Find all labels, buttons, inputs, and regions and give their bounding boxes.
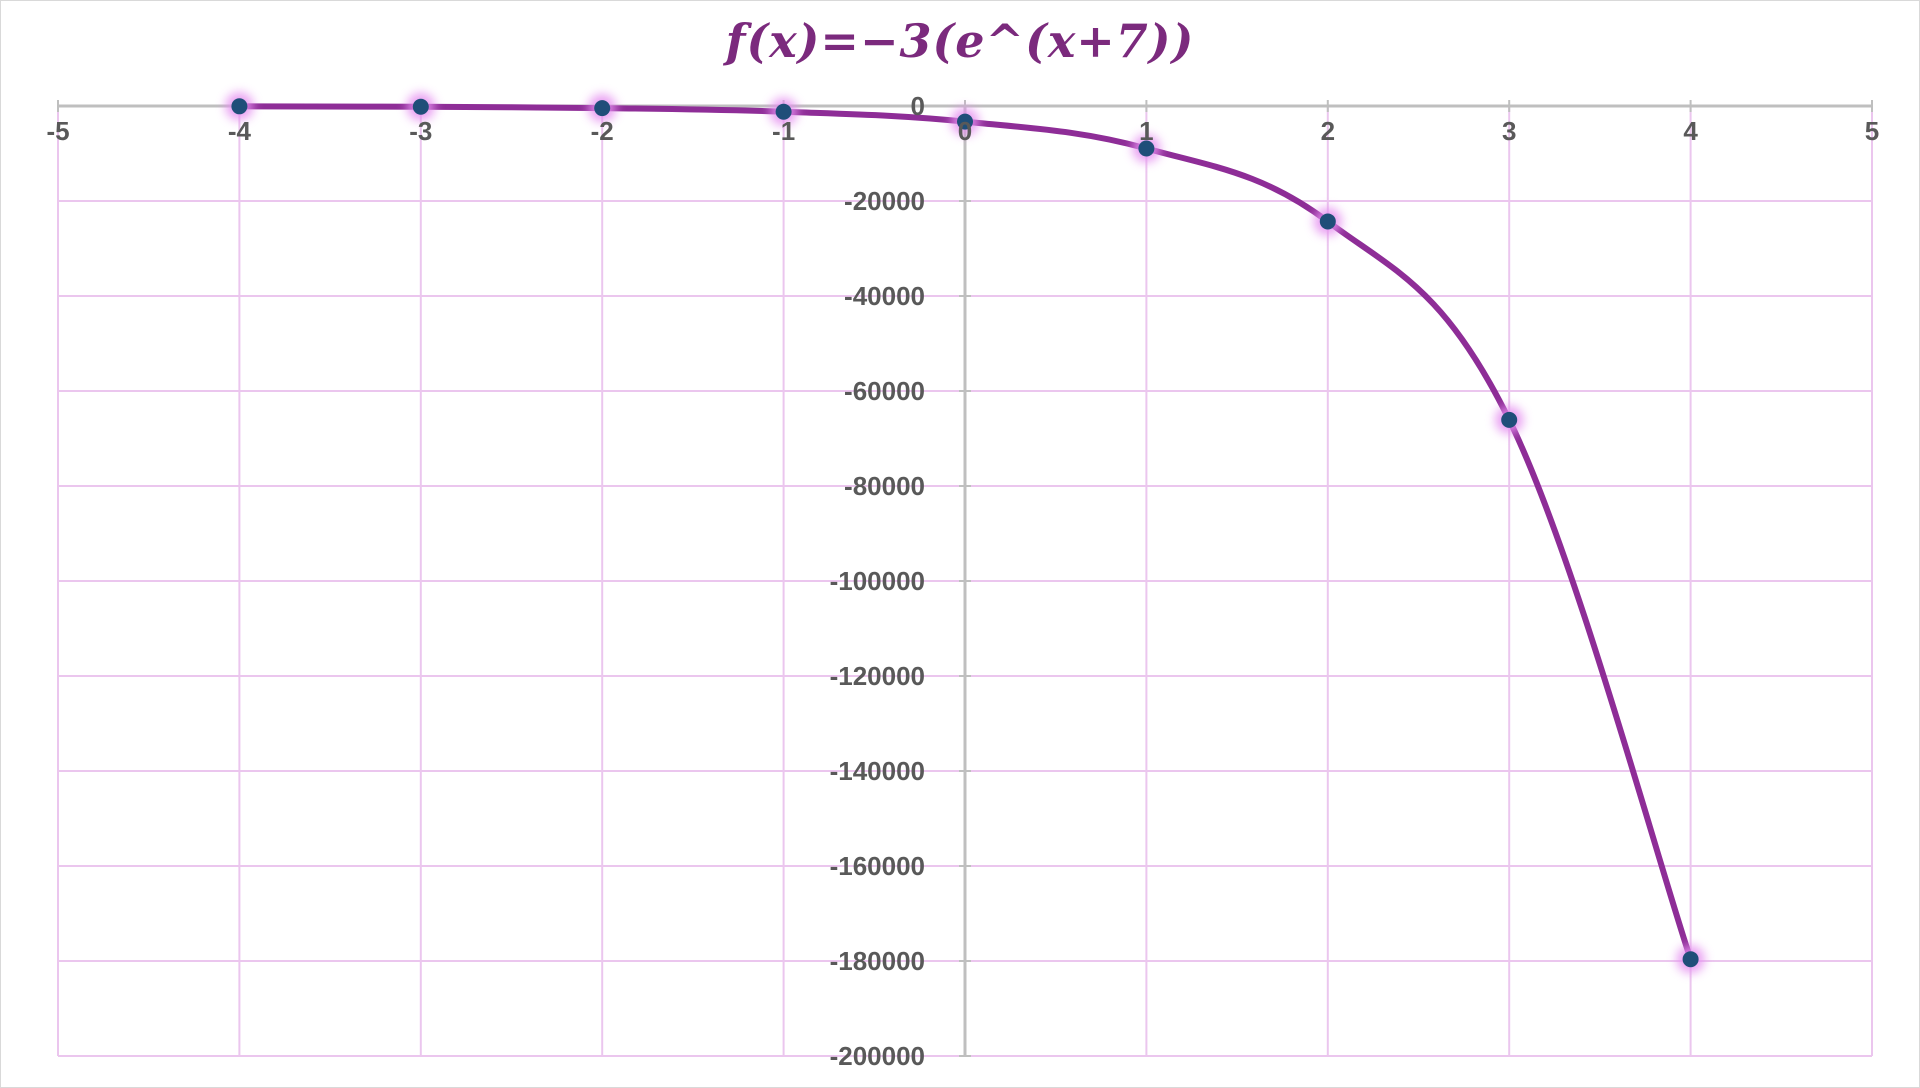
data-point <box>594 100 611 117</box>
data-point <box>957 113 973 130</box>
y-tick-label: -180000 <box>830 946 925 976</box>
x-tick-label: 1 <box>1139 116 1153 146</box>
data-point <box>775 103 792 120</box>
data-markers <box>225 92 1705 974</box>
y-tick-label: -40000 <box>844 281 925 311</box>
y-tick-label: -60000 <box>844 376 925 406</box>
data-point <box>1138 140 1155 157</box>
y-tick-label: -120000 <box>830 661 925 691</box>
data-point <box>1319 213 1336 230</box>
x-tick-label: -5 <box>46 116 69 146</box>
x-tick-label: -2 <box>591 116 614 146</box>
y-tick-label: -200000 <box>830 1041 925 1071</box>
x-tick-label: 3 <box>1502 116 1516 146</box>
series-path <box>236 103 1694 963</box>
data-point <box>1501 411 1518 428</box>
y-tick-label: -140000 <box>830 756 925 786</box>
data-point <box>1682 951 1699 968</box>
series-line <box>236 103 1694 963</box>
y-tick-label: -160000 <box>830 851 925 881</box>
y-tick-label: -100000 <box>830 566 925 596</box>
data-point <box>231 98 248 115</box>
x-tick-label: 0 <box>958 116 972 146</box>
y-tick-label: -20000 <box>844 186 925 216</box>
x-tick-label: 5 <box>1865 116 1879 146</box>
y-tick-labels: 0 -20000 -40000 -60000 -80000 -100000 -120000 -… <box>830 91 925 1071</box>
data-point <box>412 98 429 115</box>
y-tick-label: -80000 <box>844 471 925 501</box>
axes <box>57 100 1873 1057</box>
y-tick-label: 0 <box>911 91 925 121</box>
x-tick-label: -4 <box>228 116 252 146</box>
x-tick-label: -3 <box>409 116 432 146</box>
x-tick-labels: -5 -4 -3 -2 -1 0 1 2 3 4 5 <box>46 116 1879 146</box>
x-tick-label: 2 <box>1321 116 1335 146</box>
x-tick-label: -1 <box>772 116 795 146</box>
chart-title: f(x)=−3(e^(x+7)) <box>725 14 1195 68</box>
x-tick-label: 4 <box>1683 116 1698 146</box>
